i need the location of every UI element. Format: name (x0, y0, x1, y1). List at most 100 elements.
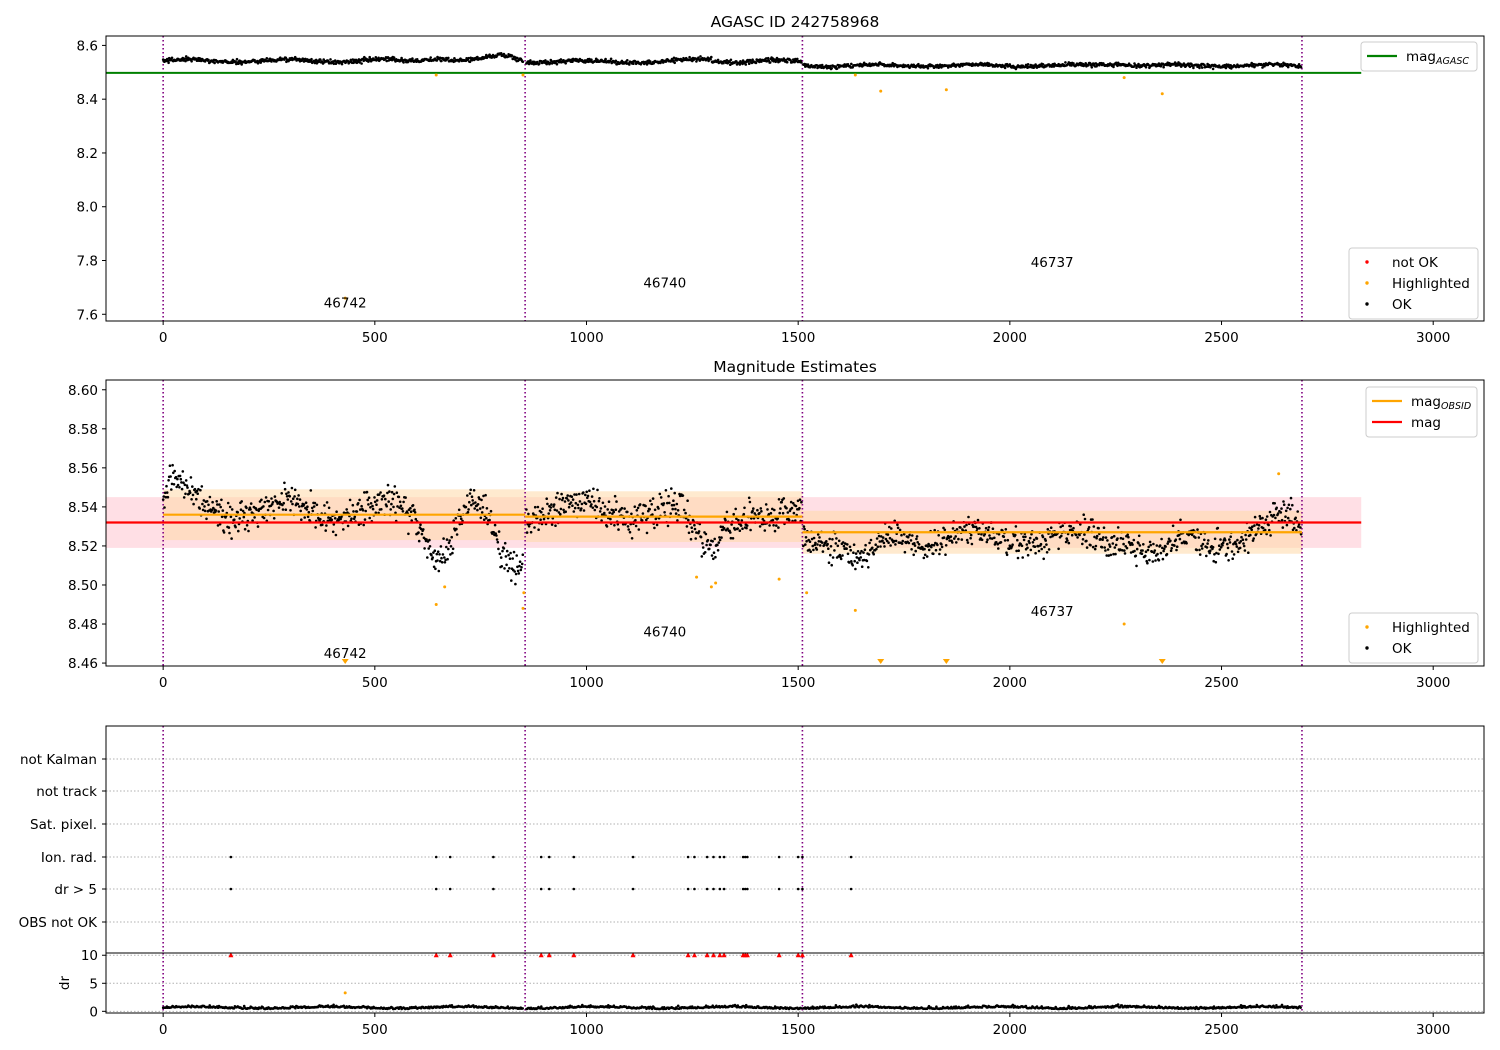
legend-label-subscript: OBSID (1441, 401, 1471, 412)
dr-y-tick-label: 5 (89, 976, 98, 992)
ok-point (856, 550, 860, 553)
dr-ok-point (1067, 1004, 1070, 1008)
ok-point (1059, 525, 1062, 529)
ok-point (571, 504, 574, 508)
ok-point (440, 556, 443, 560)
ok-point (446, 557, 449, 561)
ok-point (176, 477, 179, 481)
ok-point (359, 508, 362, 511)
ok-point (467, 508, 470, 511)
flag-event-point (705, 887, 709, 891)
ok-point (557, 511, 561, 514)
ok-point (937, 534, 940, 537)
ok-point (930, 545, 933, 549)
ok-point (561, 496, 565, 500)
ok-point (787, 518, 791, 522)
ok-point (766, 56, 770, 60)
ok-point (1276, 512, 1280, 515)
ok-point (758, 511, 761, 515)
flag-event-point (743, 855, 747, 859)
legend-label: Highlighted (1392, 620, 1470, 636)
ok-point (384, 497, 387, 501)
ok-point (1228, 538, 1231, 541)
ok-point (494, 532, 498, 535)
ok-point (307, 510, 311, 514)
ok-point (1299, 532, 1303, 536)
ok-point (710, 55, 713, 59)
ok-point (241, 509, 245, 513)
ok-point (1085, 546, 1089, 549)
ok-point (888, 536, 892, 540)
ok-point (844, 542, 847, 545)
ok-point (574, 501, 578, 505)
ok-point (327, 516, 330, 519)
ok-point (544, 59, 547, 62)
ok-point (493, 523, 497, 527)
ok-point (369, 506, 372, 509)
ok-point (926, 66, 930, 70)
ok-point (1044, 539, 1047, 542)
ok-point (1180, 541, 1184, 545)
dr-highlighted-point (343, 991, 347, 995)
ok-point (1016, 538, 1019, 542)
ok-point (1221, 543, 1224, 547)
ok-point (1228, 541, 1232, 544)
ok-point (699, 55, 702, 58)
ok-point (846, 552, 850, 556)
ok-point (892, 539, 896, 543)
ok-point (936, 543, 939, 547)
ok-point (1282, 500, 1285, 503)
highlighted-series (434, 472, 1281, 626)
ok-point (1162, 549, 1165, 553)
ok-point (776, 517, 779, 520)
ok-point (255, 508, 258, 512)
ok-point (862, 558, 866, 562)
ok-point (1232, 553, 1236, 556)
ok-point (612, 510, 616, 514)
ok-point (511, 557, 514, 560)
x-tick-label: 2500 (1204, 675, 1238, 691)
flag-event-point (572, 855, 576, 859)
ok-point (1109, 553, 1113, 557)
y-tick-label: 8.2 (77, 146, 98, 162)
ok-point (1024, 535, 1027, 539)
flag-event-point (796, 855, 800, 859)
ok-point (499, 556, 503, 559)
ok-point (671, 507, 674, 511)
dr-y-tick-label: 0 (89, 1004, 98, 1020)
ok-point (302, 503, 306, 506)
flag-event-point (801, 887, 804, 891)
legend-label: Highlighted (1392, 276, 1470, 292)
flag-event-point (796, 887, 800, 891)
ok-point (333, 517, 337, 520)
ok-point (785, 506, 788, 510)
ok-point (869, 538, 873, 542)
ok-point (1259, 517, 1262, 520)
ok-point (1159, 65, 1163, 68)
ok-point (741, 59, 745, 62)
ok-point (651, 497, 655, 500)
ok-point (881, 539, 884, 542)
ok-point (233, 518, 236, 521)
ok-point (395, 491, 399, 495)
ok-point (729, 531, 732, 534)
ok-point (965, 538, 969, 542)
highlighted-point (434, 73, 438, 77)
ok-point (571, 498, 575, 501)
ok-point (323, 504, 326, 507)
ok-point (810, 537, 814, 541)
ok-point (826, 542, 829, 546)
ok-point (1087, 64, 1090, 67)
ok-point (852, 551, 855, 554)
ok-point (1213, 537, 1217, 541)
legend-label-subscript: AGASC (1435, 56, 1469, 67)
ok-point (716, 58, 720, 62)
x-tick-label: 1000 (569, 1022, 603, 1038)
dr-ok-point (1299, 1006, 1302, 1009)
ok-point (709, 543, 712, 547)
ok-point (497, 547, 500, 551)
ok-point (1114, 552, 1117, 556)
ok-point (1114, 61, 1118, 65)
ok-point (716, 549, 720, 552)
